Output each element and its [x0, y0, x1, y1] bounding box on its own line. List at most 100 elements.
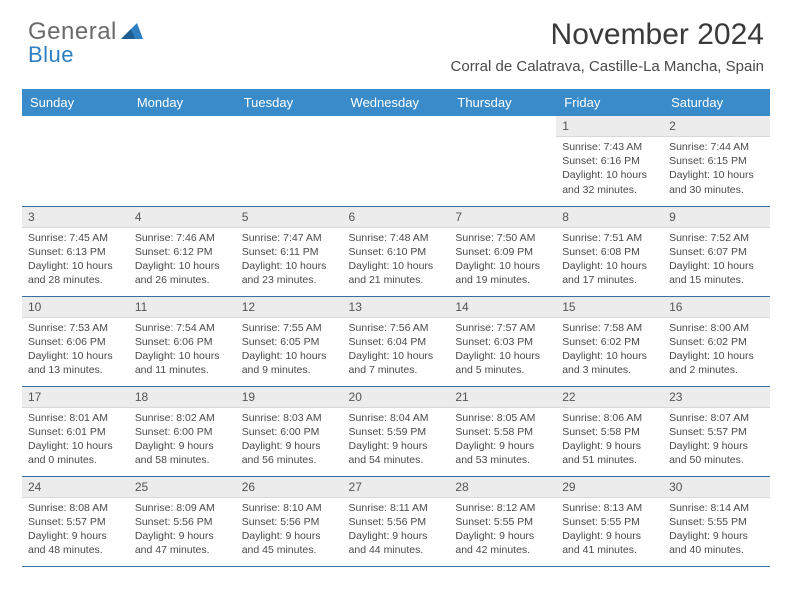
day-number: 27 — [343, 477, 450, 498]
calendar-day-cell — [236, 116, 343, 206]
sunset-text: Sunset: 6:08 PM — [562, 245, 657, 259]
sunset-text: Sunset: 6:04 PM — [349, 335, 444, 349]
calendar-day-cell: 21Sunrise: 8:05 AMSunset: 5:58 PMDayligh… — [449, 386, 556, 476]
day-details: Sunrise: 7:52 AMSunset: 6:07 PMDaylight:… — [663, 228, 770, 292]
sunrise-text: Sunrise: 7:43 AM — [562, 140, 657, 154]
calendar-day-cell: 5Sunrise: 7:47 AMSunset: 6:11 PMDaylight… — [236, 206, 343, 296]
calendar-day-cell: 29Sunrise: 8:13 AMSunset: 5:55 PMDayligh… — [556, 476, 663, 566]
sunset-text: Sunset: 5:56 PM — [135, 515, 230, 529]
daylight-text: Daylight: 10 hours and 0 minutes. — [28, 439, 123, 467]
day-number: 2 — [663, 116, 770, 137]
daylight-text: Daylight: 9 hours and 42 minutes. — [455, 529, 550, 557]
day-details: Sunrise: 7:55 AMSunset: 6:05 PMDaylight:… — [236, 318, 343, 382]
sunrise-text: Sunrise: 8:03 AM — [242, 411, 337, 425]
sunset-text: Sunset: 6:09 PM — [455, 245, 550, 259]
sunset-text: Sunset: 5:56 PM — [242, 515, 337, 529]
day-details: Sunrise: 8:00 AMSunset: 6:02 PMDaylight:… — [663, 318, 770, 382]
sunset-text: Sunset: 6:02 PM — [562, 335, 657, 349]
sunrise-text: Sunrise: 8:00 AM — [669, 321, 764, 335]
sunrise-text: Sunrise: 8:02 AM — [135, 411, 230, 425]
sunset-text: Sunset: 6:02 PM — [669, 335, 764, 349]
daylight-text: Daylight: 10 hours and 5 minutes. — [455, 349, 550, 377]
calendar-day-cell: 18Sunrise: 8:02 AMSunset: 6:00 PMDayligh… — [129, 386, 236, 476]
day-details: Sunrise: 7:53 AMSunset: 6:06 PMDaylight:… — [22, 318, 129, 382]
day-details: Sunrise: 8:04 AMSunset: 5:59 PMDaylight:… — [343, 408, 450, 472]
day-details: Sunrise: 8:12 AMSunset: 5:55 PMDaylight:… — [449, 498, 556, 562]
day-details: Sunrise: 7:58 AMSunset: 6:02 PMDaylight:… — [556, 318, 663, 382]
day-number: 13 — [343, 297, 450, 318]
sunset-text: Sunset: 6:13 PM — [28, 245, 123, 259]
day-number: 7 — [449, 207, 556, 228]
sunrise-text: Sunrise: 8:07 AM — [669, 411, 764, 425]
daylight-text: Daylight: 10 hours and 32 minutes. — [562, 168, 657, 196]
sunrise-text: Sunrise: 8:01 AM — [28, 411, 123, 425]
day-number: 16 — [663, 297, 770, 318]
day-number: 3 — [22, 207, 129, 228]
day-number: 20 — [343, 387, 450, 408]
calendar-day-cell: 16Sunrise: 8:00 AMSunset: 6:02 PMDayligh… — [663, 296, 770, 386]
calendar-day-cell: 19Sunrise: 8:03 AMSunset: 6:00 PMDayligh… — [236, 386, 343, 476]
day-details: Sunrise: 7:45 AMSunset: 6:13 PMDaylight:… — [22, 228, 129, 292]
logo-triangle-icon — [121, 18, 143, 46]
daylight-text: Daylight: 9 hours and 50 minutes. — [669, 439, 764, 467]
calendar-day-cell: 3Sunrise: 7:45 AMSunset: 6:13 PMDaylight… — [22, 206, 129, 296]
sunset-text: Sunset: 6:00 PM — [242, 425, 337, 439]
sunrise-text: Sunrise: 7:45 AM — [28, 231, 123, 245]
daylight-text: Daylight: 9 hours and 48 minutes. — [28, 529, 123, 557]
sunset-text: Sunset: 5:55 PM — [669, 515, 764, 529]
daylight-text: Daylight: 10 hours and 2 minutes. — [669, 349, 764, 377]
day-details: Sunrise: 7:44 AMSunset: 6:15 PMDaylight:… — [663, 137, 770, 201]
sunset-text: Sunset: 5:57 PM — [669, 425, 764, 439]
calendar-day-cell: 7Sunrise: 7:50 AMSunset: 6:09 PMDaylight… — [449, 206, 556, 296]
calendar-day-cell: 10Sunrise: 7:53 AMSunset: 6:06 PMDayligh… — [22, 296, 129, 386]
day-number: 30 — [663, 477, 770, 498]
day-details: Sunrise: 7:51 AMSunset: 6:08 PMDaylight:… — [556, 228, 663, 292]
sunset-text: Sunset: 5:58 PM — [562, 425, 657, 439]
day-number: 10 — [22, 297, 129, 318]
calendar-day-cell — [449, 116, 556, 206]
day-details: Sunrise: 8:10 AMSunset: 5:56 PMDaylight:… — [236, 498, 343, 562]
day-details: Sunrise: 8:14 AMSunset: 5:55 PMDaylight:… — [663, 498, 770, 562]
day-number: 18 — [129, 387, 236, 408]
daylight-text: Daylight: 10 hours and 3 minutes. — [562, 349, 657, 377]
daylight-text: Daylight: 9 hours and 54 minutes. — [349, 439, 444, 467]
calendar-table: SundayMondayTuesdayWednesdayThursdayFrid… — [22, 89, 770, 567]
day-number: 25 — [129, 477, 236, 498]
sunrise-text: Sunrise: 7:48 AM — [349, 231, 444, 245]
day-number: 17 — [22, 387, 129, 408]
sunset-text: Sunset: 6:00 PM — [135, 425, 230, 439]
sunrise-text: Sunrise: 7:44 AM — [669, 140, 764, 154]
daylight-text: Daylight: 10 hours and 7 minutes. — [349, 349, 444, 377]
header: General Blue November 2024 Corral de Cal… — [0, 0, 792, 81]
day-number: 6 — [343, 207, 450, 228]
day-number: 8 — [556, 207, 663, 228]
sunrise-text: Sunrise: 7:51 AM — [562, 231, 657, 245]
day-details: Sunrise: 8:03 AMSunset: 6:00 PMDaylight:… — [236, 408, 343, 472]
day-number: 24 — [22, 477, 129, 498]
calendar-day-cell: 9Sunrise: 7:52 AMSunset: 6:07 PMDaylight… — [663, 206, 770, 296]
daylight-text: Daylight: 10 hours and 26 minutes. — [135, 259, 230, 287]
sunrise-text: Sunrise: 7:52 AM — [669, 231, 764, 245]
weekday-header: Sunday — [22, 89, 129, 116]
day-details: Sunrise: 8:09 AMSunset: 5:56 PMDaylight:… — [129, 498, 236, 562]
sunrise-text: Sunrise: 8:04 AM — [349, 411, 444, 425]
day-number: 11 — [129, 297, 236, 318]
weekday-header: Saturday — [663, 89, 770, 116]
day-details: Sunrise: 7:48 AMSunset: 6:10 PMDaylight:… — [343, 228, 450, 292]
brand-line1: General — [28, 18, 117, 45]
calendar-day-cell: 6Sunrise: 7:48 AMSunset: 6:10 PMDaylight… — [343, 206, 450, 296]
calendar-week-row: 10Sunrise: 7:53 AMSunset: 6:06 PMDayligh… — [22, 296, 770, 386]
day-number: 5 — [236, 207, 343, 228]
daylight-text: Daylight: 9 hours and 44 minutes. — [349, 529, 444, 557]
calendar-day-cell: 13Sunrise: 7:56 AMSunset: 6:04 PMDayligh… — [343, 296, 450, 386]
day-number: 23 — [663, 387, 770, 408]
sunset-text: Sunset: 6:12 PM — [135, 245, 230, 259]
day-details: Sunrise: 8:01 AMSunset: 6:01 PMDaylight:… — [22, 408, 129, 472]
brand-text: General Blue — [28, 18, 143, 68]
sunset-text: Sunset: 5:57 PM — [28, 515, 123, 529]
day-number: 22 — [556, 387, 663, 408]
weekday-header: Friday — [556, 89, 663, 116]
day-details: Sunrise: 7:47 AMSunset: 6:11 PMDaylight:… — [236, 228, 343, 292]
weekday-header: Tuesday — [236, 89, 343, 116]
sunrise-text: Sunrise: 8:06 AM — [562, 411, 657, 425]
